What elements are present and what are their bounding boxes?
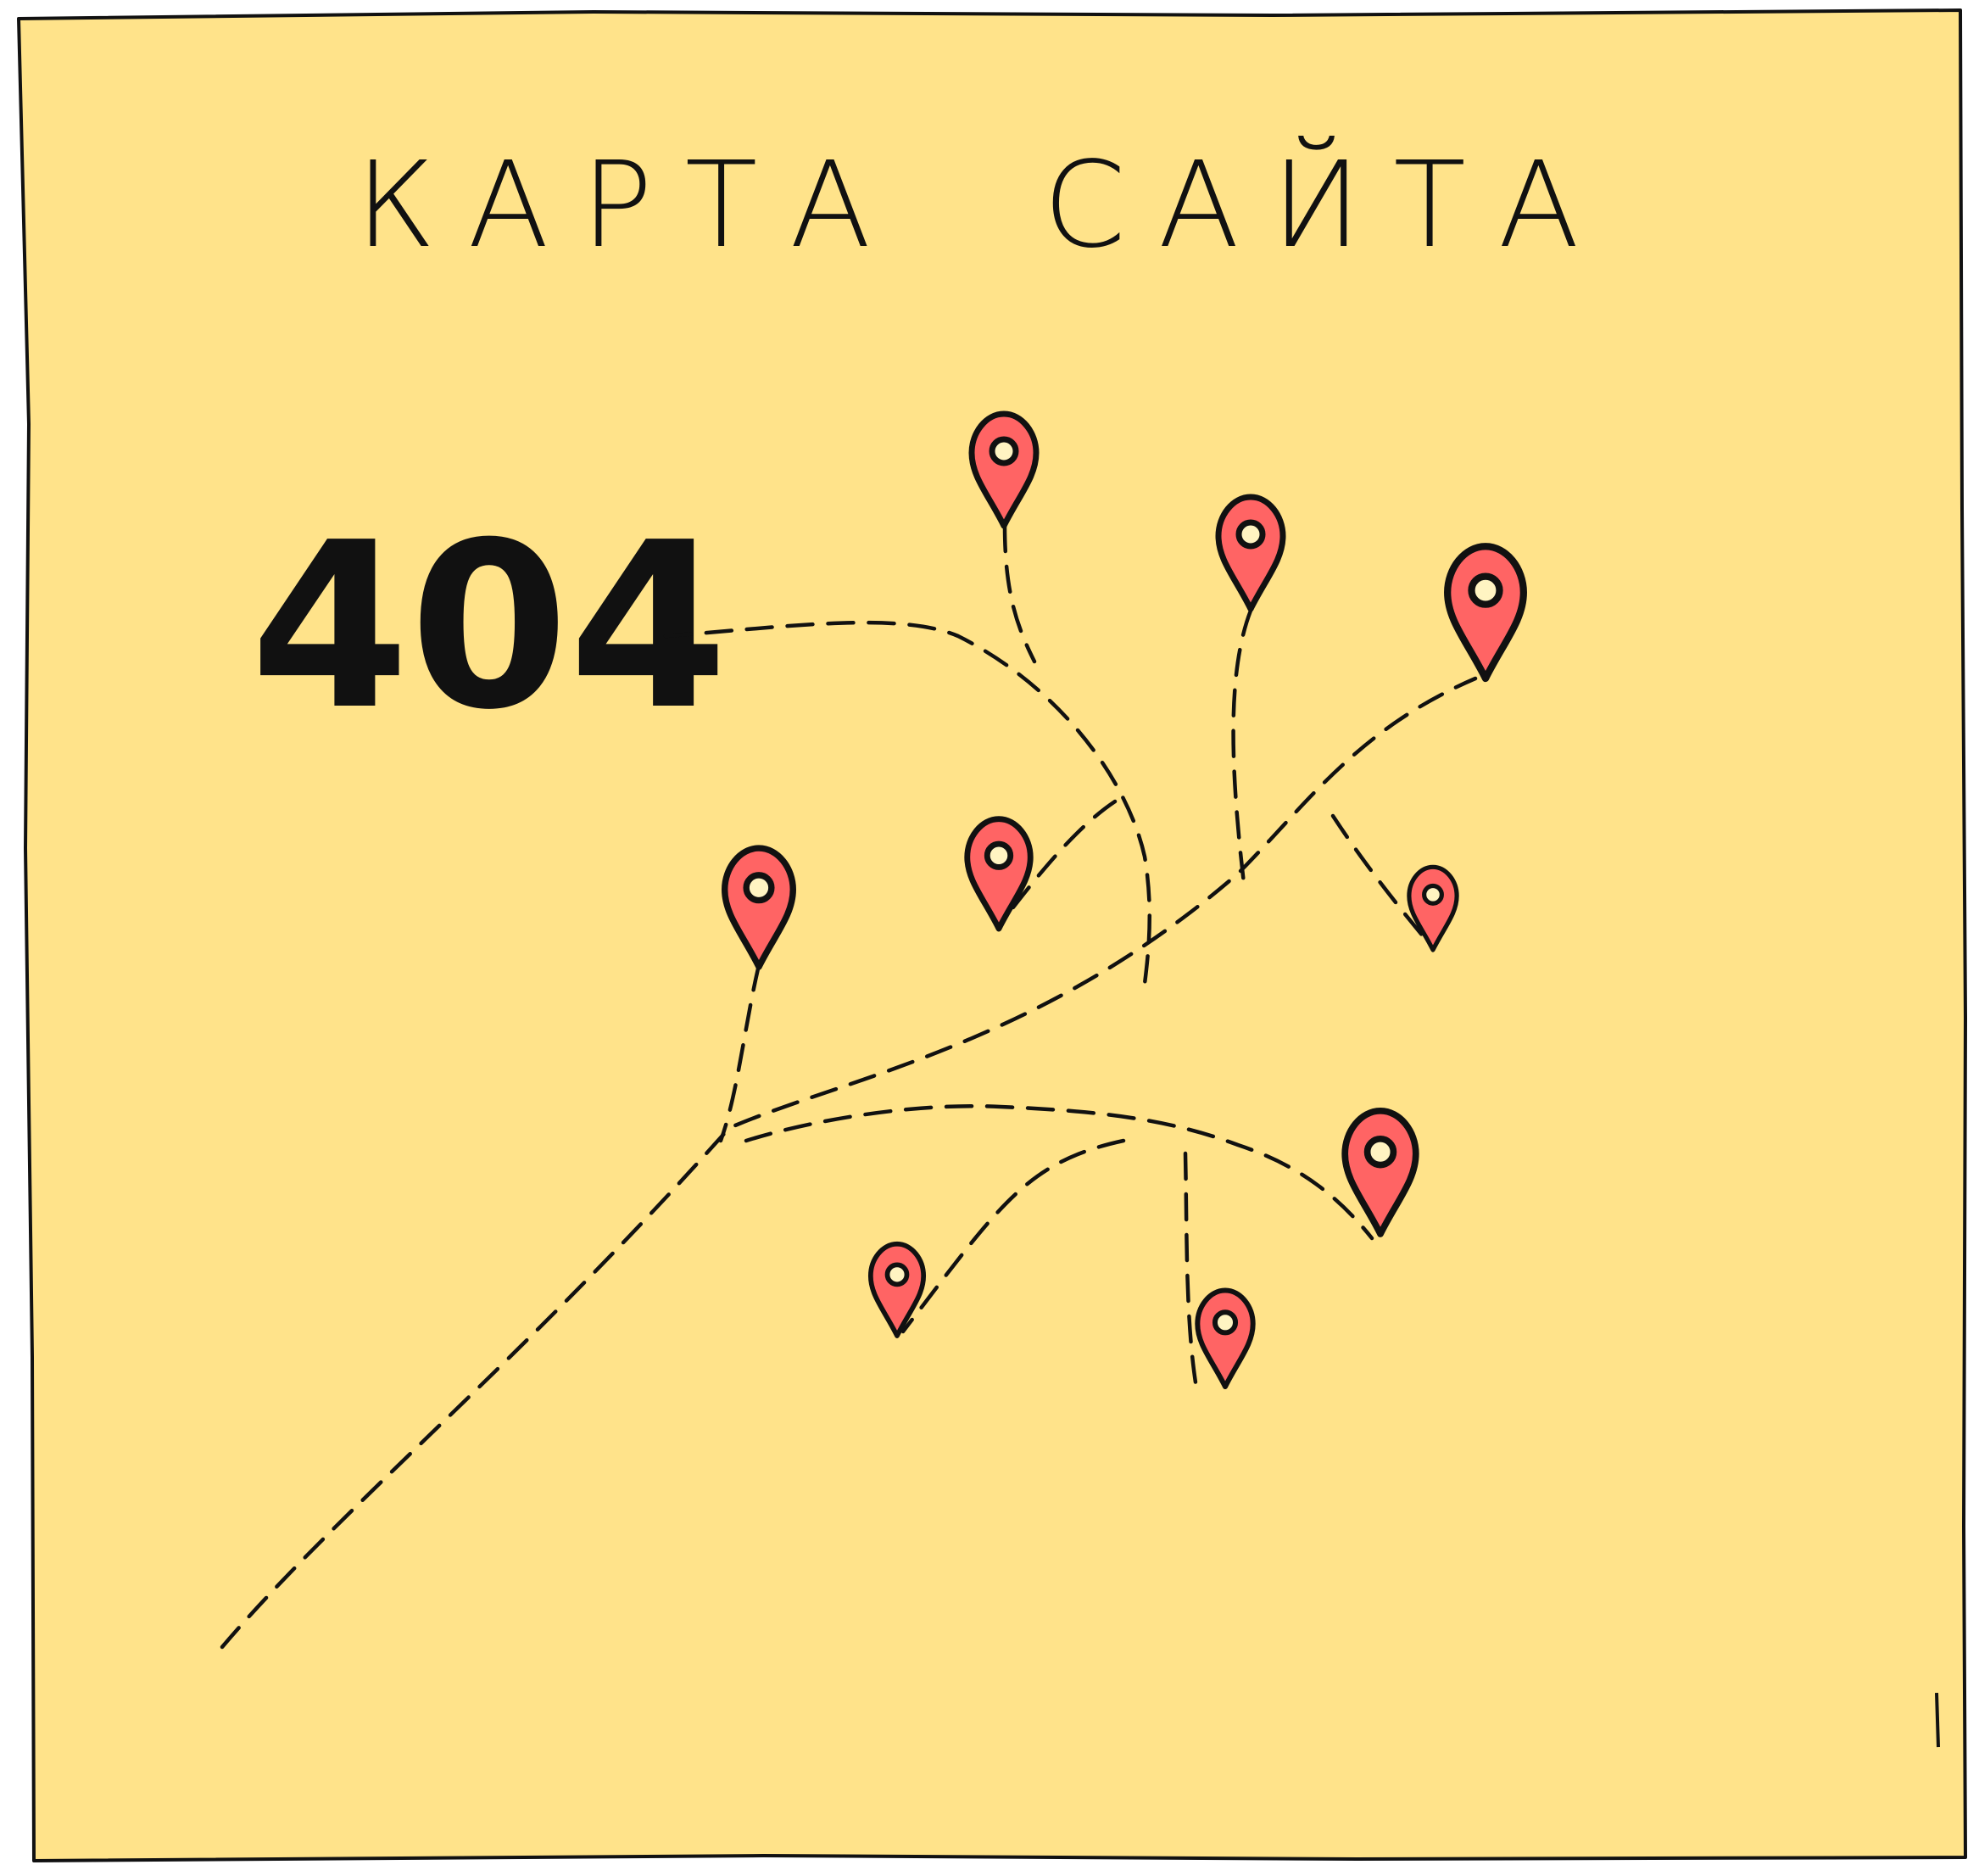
map-pin-icon [1215,494,1286,612]
route-lower-branch [744,1103,1374,1241]
map-pin-icon [1195,1287,1256,1390]
map-pin-icon [1341,1107,1419,1237]
paper-sheet [17,8,1967,1862]
route-main-trunk [220,676,1478,1650]
map-pin-icon [722,845,796,970]
map-pin-icon [867,1241,927,1338]
route-pin-upper-right [1231,608,1253,893]
map-pins [722,410,1527,1390]
route-paths [220,523,1478,1650]
error-code: 404 [250,493,728,760]
page-title: КАРТА САЙТА [355,135,1611,275]
route-pin-lower-mid [1183,1151,1198,1385]
map-pin-icon [1407,864,1459,952]
route-top-pin [1002,523,1037,664]
map-pin-icon [964,816,1034,932]
route-404-branch [663,620,1151,986]
route-pin-right-small [1330,813,1435,951]
paper-edge-tick [1935,1692,1940,1748]
map-pin-icon [968,410,1040,529]
route-pin-left [718,963,761,1143]
route-pin-lower-left [900,1138,1126,1334]
map-pin-icon [1444,543,1527,683]
